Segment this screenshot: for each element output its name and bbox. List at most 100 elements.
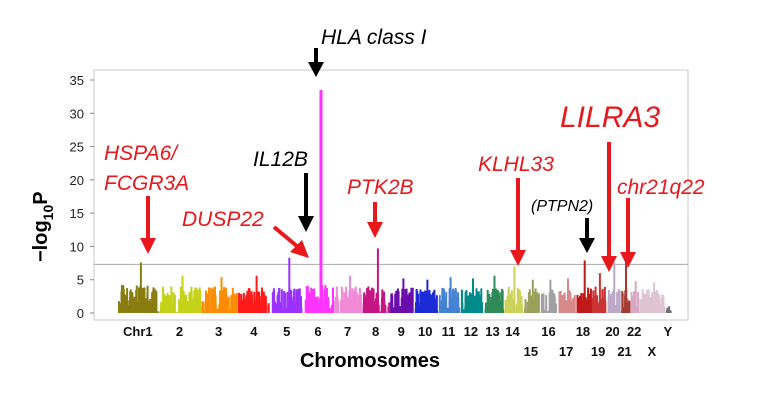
snp-point [217,309,220,313]
chromosome-points-11 [438,277,461,313]
snp-point [400,297,403,313]
snp-point [324,285,327,313]
peak-point [288,257,291,313]
snp-point [121,306,124,313]
snp-point [647,289,650,313]
snp-point [120,291,123,313]
snp-point [357,307,360,313]
snp-point [340,301,343,313]
snp-point [328,307,331,313]
snp-point [628,300,630,313]
snp-point [228,309,231,313]
snp-point [260,296,263,313]
snp-point [309,299,312,313]
snp-point [540,293,543,313]
annotation-hspa6: HSPA6/ [104,142,179,165]
snp-point [485,306,488,313]
snp-point [480,288,483,313]
snp-point [374,300,376,313]
snp-point [592,298,594,313]
snp-point [536,310,539,313]
chromosome-label: 13 [485,324,499,339]
snp-point [155,291,158,313]
snp-point [250,291,253,313]
snp-point [588,293,591,313]
snp-point [352,311,355,313]
snp-point [621,293,624,313]
arrow-chr21q22 [620,198,636,268]
snp-point [346,296,349,313]
peak-point [402,278,405,313]
snp-point [375,292,378,313]
snp-point [394,293,397,313]
snp-point [240,294,243,313]
snp-point [601,289,604,313]
annotation-ptk2b: PTK2B [347,176,414,199]
snp-point [525,311,528,313]
chromosome-points-7 [334,275,363,313]
snp-point [610,294,613,313]
snp-point [188,291,191,313]
snp-point [651,292,653,313]
snp-point [478,296,481,313]
snp-point [438,295,441,313]
chromosome-points-3 [201,277,238,313]
annotation-dusp22: DUSP22 [182,208,264,231]
snp-point [427,305,430,313]
chromosome-points-4 [238,275,270,313]
arrow-hspa6-fcgr3a [140,196,156,254]
snp-point [530,310,533,313]
snp-point [383,291,386,313]
snp-point [582,293,585,313]
snp-point [559,304,561,313]
snp-point [184,307,187,313]
chromosome-points-14 [504,266,524,313]
snp-point [148,308,150,313]
snp-point [508,295,511,313]
snp-point [505,303,508,313]
snp-point [340,286,343,313]
snp-point [141,311,144,313]
snp-point [125,296,128,313]
arrow-klhl33 [510,178,526,266]
snp-point [194,310,197,313]
annotation-il12b: IL12B [253,148,308,171]
snp-point [666,307,669,313]
snp-point [293,288,296,313]
snp-point [390,293,393,313]
chromosome-points-13 [484,275,504,313]
snp-point [165,295,168,313]
snp-point [311,303,314,313]
snp-point [197,299,200,313]
snp-point [438,312,441,313]
arrow-hla-class-i [308,48,324,77]
snp-point [553,295,556,313]
snp-point [441,308,444,313]
snp-point [409,294,412,313]
snp-point [436,310,438,313]
snp-point [151,292,154,313]
chromosome-label: X [647,344,656,359]
chromosome-points-9 [390,278,414,313]
snp-point [405,288,408,313]
chromosome-points-y [665,306,672,313]
snp-point [504,309,507,313]
snp-point [573,295,576,313]
snp-point [580,307,583,313]
snp-point [161,303,164,313]
snp-point [133,296,136,313]
snp-point [462,310,465,313]
snp-point [366,287,369,313]
peak-point [472,278,474,313]
snp-point [552,297,554,313]
arrow-il12b [298,173,314,232]
snp-point [179,286,182,313]
snp-point [475,304,478,313]
chromosome-points-6 [304,90,334,313]
snp-point [584,297,587,313]
snp-point [369,301,372,313]
snp-point [589,296,592,313]
snp-point [257,296,260,313]
snp-point [524,299,527,313]
snp-point [192,298,195,313]
